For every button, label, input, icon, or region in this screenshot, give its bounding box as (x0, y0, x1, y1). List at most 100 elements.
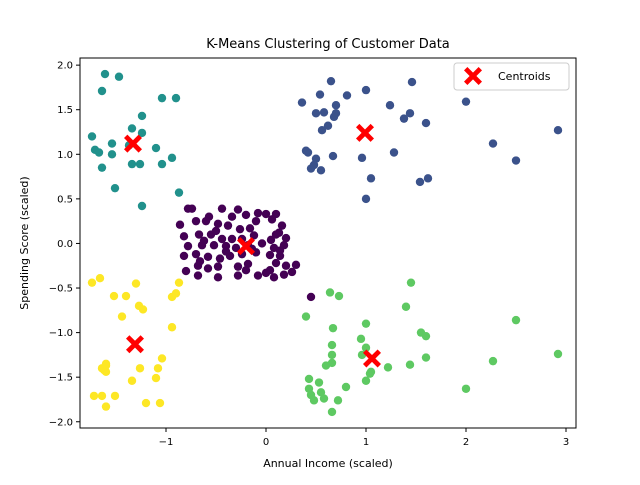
data-point (511, 156, 521, 165)
data-point (309, 160, 319, 170)
data-point (407, 77, 417, 87)
data-point (233, 205, 243, 214)
data-point (87, 132, 97, 141)
data-point (241, 210, 251, 220)
centroid-marker (126, 335, 144, 354)
y-tick-label: 1.0 (57, 150, 73, 161)
data-point (101, 367, 111, 377)
data-point (195, 257, 205, 266)
data-point (405, 360, 415, 369)
data-point (97, 391, 107, 401)
data-point (191, 216, 201, 226)
data-point (319, 108, 329, 117)
data-point (233, 262, 243, 271)
data-point (261, 209, 271, 219)
data-point (137, 128, 147, 138)
data-point (131, 279, 141, 288)
data-point (421, 331, 431, 341)
data-point (135, 159, 145, 169)
data-point (287, 267, 297, 277)
data-point (361, 343, 371, 352)
data-point (157, 159, 167, 169)
data-point (101, 402, 111, 411)
data-point (461, 384, 471, 393)
data-point (269, 273, 279, 282)
data-point (94, 148, 104, 157)
data-point (361, 376, 371, 385)
y-tick-label: −1.0 (49, 328, 73, 339)
y-axis-label: Spending Score (scaled) (18, 176, 31, 309)
cluster-3-points (301, 278, 563, 417)
data-point (331, 101, 341, 110)
data-point (245, 224, 255, 233)
data-point (117, 312, 127, 321)
data-point (399, 114, 409, 123)
data-point (179, 251, 189, 261)
data-point (356, 334, 366, 344)
data-point (175, 220, 185, 229)
x-tick-label: −1 (159, 437, 174, 448)
data-point (191, 249, 201, 259)
data-point (277, 221, 287, 230)
data-point (271, 230, 281, 239)
data-point (138, 305, 148, 314)
data-point (235, 224, 245, 234)
axis-ticks: −1 0 1 2 3 −2.0 −1.5 −1.0 −0.5 0.0 0.5 1.0 1.5 2.0 (49, 61, 569, 448)
data-point (151, 143, 161, 153)
data-point (341, 382, 351, 392)
data-point (203, 252, 213, 262)
data-point (333, 396, 343, 405)
y-tick-label: 1.5 (57, 105, 73, 116)
x-tick-label: 2 (463, 437, 469, 448)
legend: Centroids (453, 62, 570, 91)
data-point (101, 361, 111, 370)
data-point (137, 111, 147, 121)
data-point (137, 201, 147, 211)
data-point (314, 378, 324, 387)
data-point (488, 356, 498, 366)
data-point (217, 204, 227, 213)
data-point (153, 364, 163, 373)
data-point (301, 146, 311, 155)
data-point (221, 247, 231, 256)
data-point (227, 234, 237, 244)
data-point (265, 265, 275, 275)
data-point (488, 139, 498, 148)
data-point (328, 151, 338, 161)
data-point (227, 212, 237, 221)
data-point (357, 153, 367, 163)
data-point (167, 292, 177, 302)
x-tick-label: 0 (263, 437, 269, 448)
data-point (326, 76, 336, 86)
data-point (213, 273, 223, 282)
data-point (315, 90, 325, 99)
data-point (193, 271, 203, 280)
data-point (183, 241, 193, 251)
data-point (199, 236, 209, 245)
data-point (100, 69, 110, 79)
cluster-0-points (175, 204, 316, 302)
data-points (87, 69, 563, 417)
data-point (167, 323, 177, 332)
data-point (281, 261, 291, 270)
data-point (327, 407, 337, 417)
data-point (317, 126, 327, 135)
data-point (135, 364, 145, 373)
data-point (297, 98, 307, 107)
data-point (97, 163, 107, 172)
data-point (174, 188, 184, 197)
data-point (215, 254, 225, 263)
data-point (405, 109, 415, 118)
data-point (389, 148, 399, 157)
data-point (127, 159, 137, 169)
data-point (327, 340, 337, 350)
data-point (157, 93, 167, 103)
data-point (151, 373, 161, 383)
x-tick-label: 3 (563, 437, 569, 448)
data-point (306, 292, 316, 302)
data-point (201, 216, 211, 226)
data-point (266, 235, 276, 245)
data-point (329, 112, 339, 122)
centroid-markers (124, 123, 381, 368)
data-point (127, 124, 137, 133)
